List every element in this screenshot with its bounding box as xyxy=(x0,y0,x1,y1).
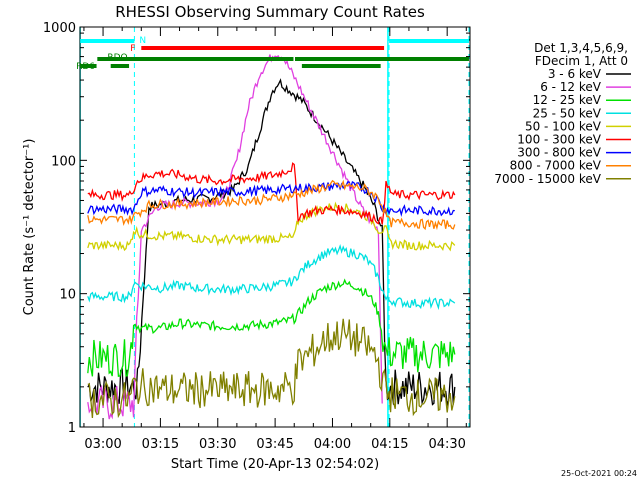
series-line-50-100-kev xyxy=(87,201,456,252)
x-tick-label: 04:00 xyxy=(314,437,351,452)
legend-label-300-800-kev: 300 - 800 keV xyxy=(517,146,601,160)
timestamp: 25-Oct-2021 00:24 xyxy=(561,469,637,478)
legend-label-3-6-kev: 3 - 6 keV xyxy=(548,67,602,81)
y-tick-label: 1 xyxy=(68,421,76,436)
legend-label-7000-15000-kev: 7000 - 15000 keV xyxy=(494,172,601,186)
flag-label-f: F xyxy=(130,44,135,54)
legend-label-6-12-kev: 6 - 12 keV xyxy=(540,80,602,94)
plot-area xyxy=(79,27,470,427)
legend-header: Det 1,3,4,5,6,9, xyxy=(534,41,628,55)
series-line-6-12-kev xyxy=(87,54,383,420)
flag-label-rdo: RDO xyxy=(107,53,127,63)
x-tick-label: 03:45 xyxy=(256,437,293,452)
series-line-100-300-kev xyxy=(87,162,456,225)
legend-label-12-25-kev: 12 - 25 keV xyxy=(533,93,602,107)
x-tick-label: 04:15 xyxy=(371,437,408,452)
y-axis-label: Count Rate (s⁻¹ detector⁻¹) xyxy=(22,139,37,316)
x-tick-label: 03:15 xyxy=(142,437,179,452)
series-line-12-25-kev xyxy=(87,278,456,377)
y-tick-label: 1000 xyxy=(43,21,76,36)
x-axis: 03:00 03:15 03:30 03:45 04:00 04:15 04:30 xyxy=(83,27,467,452)
legend-label-25-50-kev: 25 - 50 keV xyxy=(533,106,602,120)
y-tick-label: 100 xyxy=(51,154,76,169)
chart-title: RHESSI Observing Summary Count Rates xyxy=(115,3,425,21)
series-line-25-50-kev xyxy=(87,243,456,311)
legend-label-800-7000-kev: 800 - 7000 keV xyxy=(510,159,602,173)
x-tick-label: 03:30 xyxy=(199,437,236,452)
legend-header: FDecim 1, Att 0 xyxy=(535,54,628,68)
y-axis: 1 10 100 1000 xyxy=(43,21,470,436)
x-tick-label: 04:30 xyxy=(428,437,465,452)
flag-label-rd6: RD6 xyxy=(76,62,95,72)
legend: Det 1,3,4,5,6,9,FDecim 1, Att 03 - 6 keV… xyxy=(494,41,631,186)
x-axis-label: Start Time (20-Apr-13 02:54:02) xyxy=(171,457,379,472)
flag-label-n: N xyxy=(139,36,146,46)
y-tick-label: 10 xyxy=(59,288,76,303)
series-line-300-800-kev xyxy=(87,180,455,217)
x-tick-label: 03:00 xyxy=(84,437,121,452)
legend-label-50-100-kev: 50 - 100 keV xyxy=(525,119,602,133)
legend-label-100-300-kev: 100 - 300 keV xyxy=(517,133,601,147)
series-line-800-7000-kev xyxy=(87,179,456,231)
series-line-7000-15000-kev xyxy=(87,318,456,419)
